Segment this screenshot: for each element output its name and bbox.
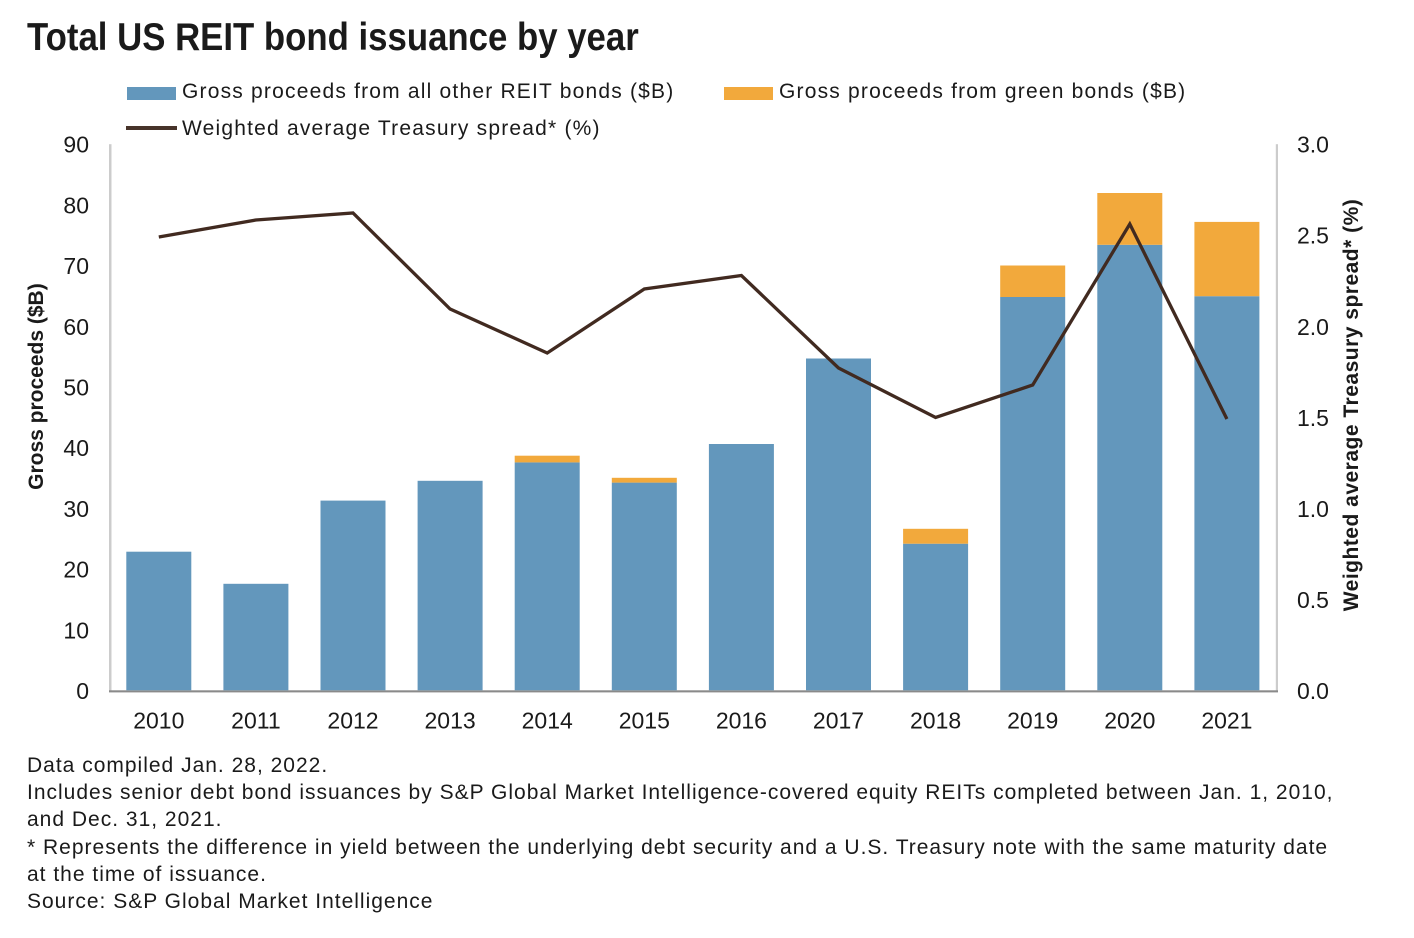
- svg-text:20: 20: [63, 557, 89, 583]
- svg-text:50: 50: [63, 375, 89, 401]
- svg-text:2018: 2018: [910, 707, 961, 733]
- svg-text:40: 40: [63, 435, 89, 461]
- svg-text:90: 90: [63, 132, 89, 158]
- svg-text:60: 60: [63, 314, 89, 340]
- svg-text:2020: 2020: [1104, 707, 1155, 733]
- svg-text:2013: 2013: [425, 707, 476, 733]
- svg-text:2016: 2016: [716, 707, 767, 733]
- svg-text:Gross proceeds ($B): Gross proceeds ($B): [25, 283, 48, 490]
- svg-text:2014: 2014: [522, 707, 573, 733]
- svg-text:2017: 2017: [813, 707, 864, 733]
- svg-text:80: 80: [63, 192, 89, 218]
- svg-text:2.5: 2.5: [1297, 223, 1329, 249]
- svg-text:30: 30: [63, 496, 89, 522]
- svg-text:2010: 2010: [133, 707, 184, 733]
- svg-text:2012: 2012: [327, 707, 378, 733]
- svg-text:2011: 2011: [231, 707, 280, 733]
- svg-text:70: 70: [63, 253, 89, 279]
- svg-text:0.0: 0.0: [1297, 678, 1329, 704]
- svg-text:10: 10: [63, 617, 89, 643]
- svg-text:1.5: 1.5: [1297, 405, 1329, 431]
- svg-text:2.0: 2.0: [1297, 314, 1329, 340]
- svg-text:3.0: 3.0: [1297, 132, 1329, 158]
- svg-text:2015: 2015: [619, 707, 670, 733]
- svg-text:Weighted average Treasury spre: Weighted average Treasury spread* (%): [1340, 199, 1363, 612]
- svg-text:2021: 2021: [1201, 707, 1252, 733]
- svg-text:0: 0: [76, 678, 89, 704]
- svg-text:1.0: 1.0: [1297, 496, 1329, 522]
- svg-text:0.5: 0.5: [1297, 587, 1329, 613]
- svg-text:2019: 2019: [1007, 707, 1058, 733]
